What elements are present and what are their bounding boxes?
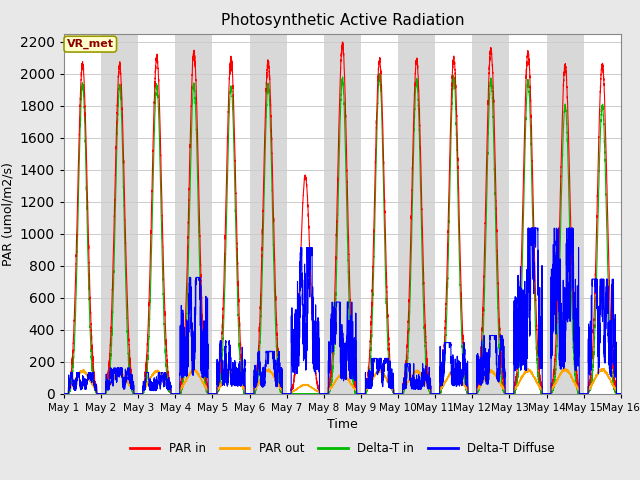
PAR out xyxy=(560,365,568,371)
Bar xyxy=(175,34,212,394)
Bar xyxy=(250,34,287,394)
Delta-T Diffuse xyxy=(419,371,427,377)
Delta-T Diffuse xyxy=(499,339,506,345)
Bar xyxy=(472,34,509,394)
Delta-T Diffuse xyxy=(524,225,532,231)
Title: Photosynthetic Active Radiation: Photosynthetic Active Radiation xyxy=(221,13,464,28)
PAR out xyxy=(269,370,276,376)
PAR out xyxy=(173,391,181,396)
PAR out xyxy=(615,391,623,396)
X-axis label: Time: Time xyxy=(327,418,358,431)
Text: VR_met: VR_met xyxy=(67,39,114,49)
Delta-T in xyxy=(269,204,276,209)
Delta-T in xyxy=(60,391,68,396)
PAR in xyxy=(269,167,276,173)
Bar xyxy=(621,34,640,394)
PAR in xyxy=(179,362,187,368)
PAR out xyxy=(60,391,68,396)
Delta-T Diffuse xyxy=(269,349,276,355)
Delta-T Diffuse xyxy=(615,391,623,396)
Delta-T in xyxy=(419,298,427,303)
PAR in xyxy=(615,391,623,396)
Delta-T Diffuse xyxy=(179,374,187,380)
Bar xyxy=(398,34,435,394)
PAR out xyxy=(179,382,187,388)
Bar xyxy=(101,34,138,394)
Delta-T in xyxy=(179,380,187,385)
Delta-T in xyxy=(617,391,625,396)
PAR out xyxy=(499,384,506,389)
Bar xyxy=(324,34,361,394)
Delta-T in xyxy=(615,391,623,396)
Delta-T Diffuse xyxy=(173,391,181,396)
Delta-T in xyxy=(376,71,383,76)
PAR in xyxy=(617,391,625,396)
PAR in xyxy=(339,39,347,45)
Line: Delta-T Diffuse: Delta-T Diffuse xyxy=(64,228,621,394)
PAR in xyxy=(499,373,506,379)
Bar xyxy=(547,34,584,394)
Legend: PAR in, PAR out, Delta-T in, Delta-T Diffuse: PAR in, PAR out, Delta-T in, Delta-T Dif… xyxy=(125,437,560,460)
Delta-T in xyxy=(499,381,506,387)
PAR out xyxy=(419,376,427,382)
Line: PAR out: PAR out xyxy=(64,368,621,394)
Delta-T Diffuse xyxy=(60,391,68,396)
Delta-T in xyxy=(173,391,181,396)
Line: Delta-T in: Delta-T in xyxy=(64,73,621,394)
Delta-T Diffuse xyxy=(617,391,625,396)
PAR in xyxy=(60,391,68,396)
PAR out xyxy=(617,391,625,396)
Line: PAR in: PAR in xyxy=(64,42,621,394)
PAR in xyxy=(173,391,181,396)
PAR in xyxy=(419,265,427,271)
Y-axis label: PAR (umol/m2/s): PAR (umol/m2/s) xyxy=(1,162,14,265)
